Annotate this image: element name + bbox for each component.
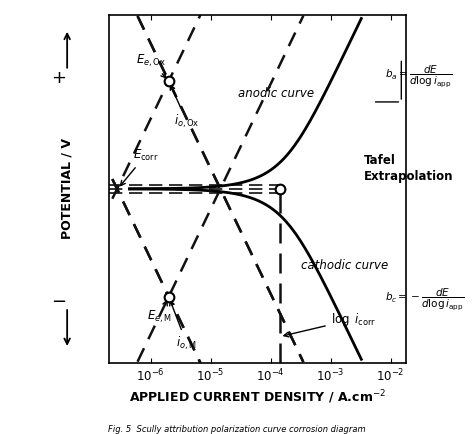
Text: $\log\ i_{\mathrm{corr}}$: $\log\ i_{\mathrm{corr}}$ — [284, 311, 376, 337]
Text: $-$: $-$ — [51, 291, 66, 309]
Text: +: + — [51, 69, 66, 87]
Text: $E_{e,\mathrm{M}}$: $E_{e,\mathrm{M}}$ — [147, 301, 172, 325]
Text: $b_c = -\dfrac{dE}{d\log i_{\rm app}}$: $b_c = -\dfrac{dE}{d\log i_{\rm app}}$ — [385, 286, 464, 312]
X-axis label: APPLIED CURRENT DENSITY / A.cm$^{-2}$: APPLIED CURRENT DENSITY / A.cm$^{-2}$ — [128, 388, 386, 406]
Text: cathodic curve: cathodic curve — [301, 259, 388, 272]
Text: Fig. 5  Scully attribution polarization curve corrosion diagram: Fig. 5 Scully attribution polarization c… — [108, 425, 366, 434]
Text: Tafel
Extrapolation: Tafel Extrapolation — [364, 154, 453, 183]
Y-axis label: POTENTIAL / V: POTENTIAL / V — [61, 138, 74, 240]
Text: $i_{o,\mathrm{M}}$: $i_{o,\mathrm{M}}$ — [170, 301, 197, 352]
Text: $E_{\mathrm{corr}}$: $E_{\mathrm{corr}}$ — [120, 148, 158, 186]
Text: anodic curve: anodic curve — [237, 87, 314, 100]
Text: $i_{o,\mathrm{Ox}}$: $i_{o,\mathrm{Ox}}$ — [170, 85, 200, 130]
Text: $b_a = \dfrac{dE}{d\log i_{\rm app}}$: $b_a = \dfrac{dE}{d\log i_{\rm app}}$ — [385, 64, 452, 89]
Text: $E_{e,\mathrm{Ox}}$: $E_{e,\mathrm{Ox}}$ — [136, 53, 166, 78]
